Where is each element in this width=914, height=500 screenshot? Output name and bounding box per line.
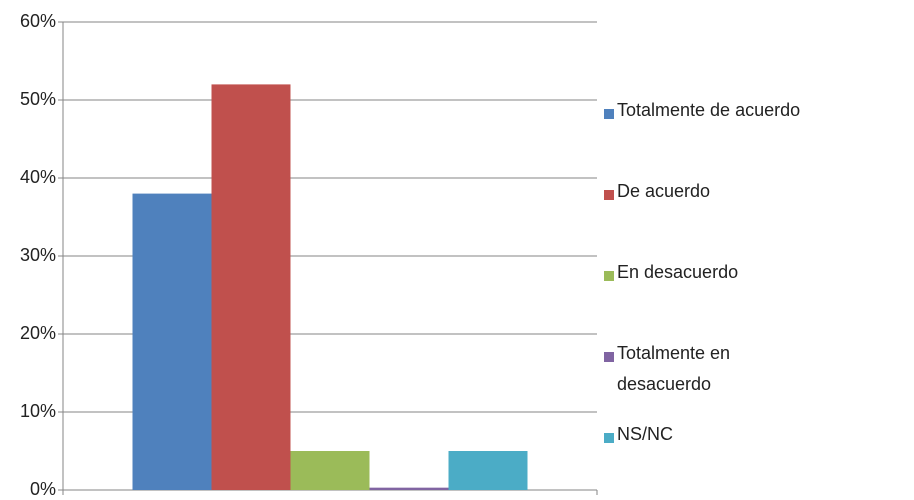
- legend-item: Totalmente en desacuerdo: [604, 343, 808, 400]
- legend-item: NS/NC: [604, 424, 808, 450]
- legend-item: En desacuerdo: [604, 262, 808, 288]
- legend-item: Totalmente de acuerdo: [604, 100, 808, 126]
- bar: [211, 84, 291, 491]
- bar: [369, 487, 449, 490]
- y-tick-label: 30%: [20, 245, 56, 265]
- y-tick-label: 20%: [20, 323, 56, 343]
- legend-label: De acuerdo: [617, 181, 711, 201]
- legend-label: Totalmente de acuerdo: [617, 100, 801, 120]
- legend-swatch: [604, 109, 614, 119]
- y-tick-label: 10%: [20, 401, 56, 421]
- legend-swatch: [604, 433, 614, 443]
- legend-swatch: [604, 352, 614, 362]
- y-tick-label: 60%: [20, 11, 56, 31]
- y-tick-label: 50%: [20, 89, 56, 109]
- y-tick-label: 40%: [20, 167, 56, 187]
- bar: [290, 451, 370, 490]
- legend-swatch: [604, 271, 614, 281]
- bar: [132, 193, 212, 490]
- legend-label: En desacuerdo: [617, 262, 739, 282]
- y-tick-label: 0%: [30, 479, 56, 499]
- bar: [448, 451, 528, 490]
- legend-label: Totalmente en desacuerdo: [617, 343, 731, 394]
- legend-item: De acuerdo: [604, 181, 808, 207]
- legend-swatch: [604, 190, 614, 200]
- legend-label: NS/NC: [617, 424, 674, 444]
